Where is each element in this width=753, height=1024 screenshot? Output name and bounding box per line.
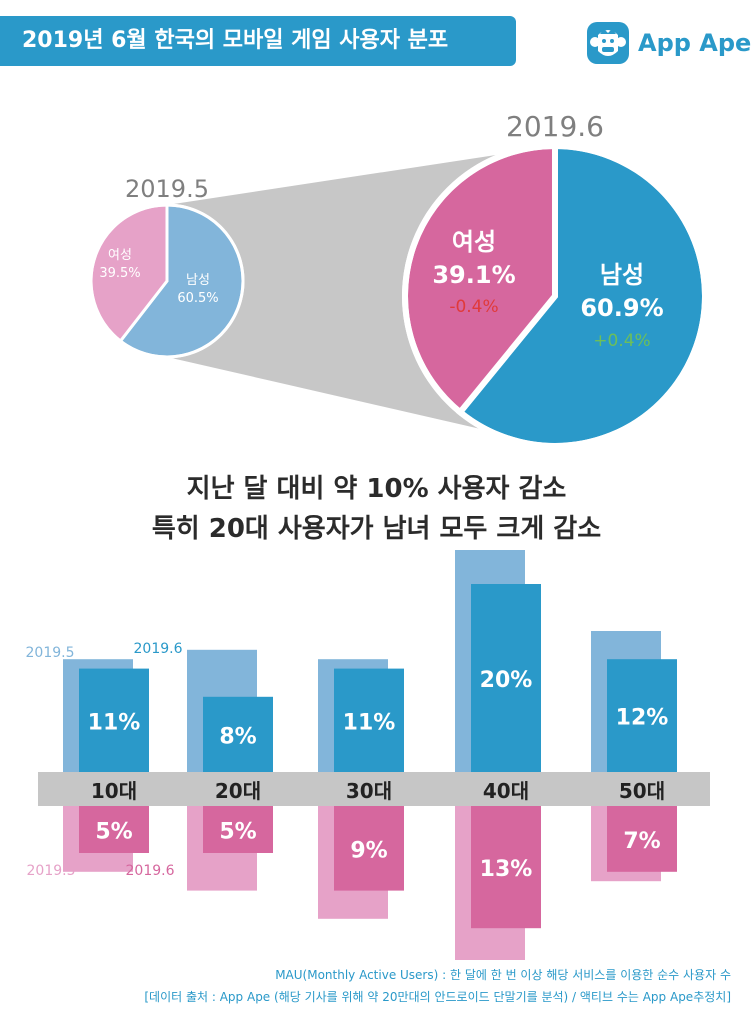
pie-2019-5-female-label: 여성	[108, 248, 132, 263]
category-label: 40대	[483, 779, 529, 803]
age-axis-band	[38, 772, 710, 806]
pie-2019-6-female-change: -0.4%	[449, 297, 498, 317]
bar-female-2019-6	[334, 806, 404, 891]
pie-charts: 2019.5 2019.6 여성 39.5% 남성 60.5% 여성 39.1% -0.4%…	[89, 110, 708, 449]
pie-2019-6-male-label: 남성	[600, 261, 644, 289]
bar-female-2019-6	[471, 806, 541, 929]
category-label: 50대	[619, 779, 665, 803]
legend-male-2019-5: 2019.5	[26, 645, 75, 661]
bar-label-female-2019-6: 5%	[219, 820, 256, 845]
bar-male-2019-6	[334, 668, 404, 772]
pie-2019-5-female-value: 39.5%	[99, 266, 140, 281]
page-title: 2019년 6월 한국의 모바일 게임 사용자 분포	[22, 28, 449, 53]
footnote-mau: MAU(Monthly Active Users) : 한 달에 한 번 이상 …	[275, 968, 731, 982]
bar-male-2019-6	[79, 668, 149, 772]
bar-label-male-2019-6: 20%	[480, 668, 533, 693]
headline-line-1: 지난 달 대비 약 10% 사용자 감소	[186, 474, 567, 504]
footnote-source: [데이터 출처 : App Ape (해당 기사를 위해 약 20만대의 안드로…	[144, 990, 731, 1004]
bar-label-male-2019-6: 12%	[616, 706, 669, 731]
logo-text: App Ape	[638, 29, 752, 57]
ape-face-icon	[587, 22, 629, 64]
pie-outline	[402, 143, 708, 449]
bar-male-2019-6	[203, 696, 273, 772]
legend-female-2019-5: 2019.5	[27, 863, 76, 879]
pie-2019-6-male-change: +0.4%	[593, 331, 650, 351]
pie-2019-5-title: 2019.5	[125, 175, 209, 203]
pie-2019-6	[402, 142, 708, 449]
pie-2019-5	[89, 203, 245, 359]
bar-male-2019-6	[471, 584, 541, 772]
pie-2019-6-female-label: 여성	[452, 228, 496, 256]
bar-female-2019-6	[607, 806, 677, 872]
pie-2019-6-male-value: 60.9%	[580, 294, 663, 322]
pie-2019-5-male-label: 남성	[186, 273, 210, 288]
bar-label-female-2019-6: 5%	[95, 820, 132, 845]
pie-outline	[89, 203, 245, 359]
pie-2019-6-female-value: 39.1%	[432, 261, 515, 289]
bar-male-2019-6	[607, 659, 677, 772]
category-label: 20대	[215, 779, 261, 803]
bar-label-male-2019-6: 11%	[343, 710, 396, 735]
title-banner: 2019년 6월 한국의 모바일 게임 사용자 분포	[0, 16, 516, 66]
category-label: 10대	[91, 779, 137, 803]
bar-label-female-2019-6: 7%	[623, 829, 660, 854]
category-label: 30대	[346, 779, 392, 803]
bar-label-male-2019-6: 11%	[88, 710, 141, 735]
age-bar-chart: 11% 5% 10대 8% 5% 20대 11% 9% 30대 20% 13% 40대 12% 7% 50대…	[26, 550, 710, 960]
bar-label-male-2019-6: 8%	[219, 724, 256, 749]
bar-female-2019-6	[203, 806, 273, 853]
bar-label-female-2019-6: 13%	[480, 857, 533, 882]
pie-2019-6-title: 2019.6	[506, 110, 604, 143]
legend-male-2019-6: 2019.6	[134, 641, 183, 657]
bar-label-female-2019-6: 9%	[350, 838, 387, 863]
app-ape-logo: App Ape	[586, 20, 751, 66]
bar-female-2019-6	[79, 806, 149, 853]
pie-2019-5-male-value: 60.5%	[177, 291, 218, 306]
headline-line-2: 특히 20대 사용자가 남녀 모두 크게 감소	[151, 514, 602, 544]
legend-female-2019-6: 2019.6	[126, 863, 175, 879]
